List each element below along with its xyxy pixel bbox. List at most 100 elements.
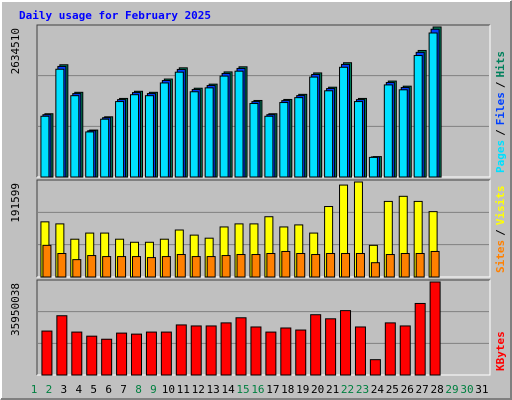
x-tick-label: 31 [475,383,488,396]
bar [71,331,83,376]
bar [206,256,216,278]
x-tick-label: 15 [236,383,249,396]
x-tick-label: 18 [281,383,294,396]
bar [145,331,157,376]
bar [72,259,82,278]
panel [37,280,490,375]
x-tick-label: 11 [177,383,190,396]
legend-entry: Visits [494,186,507,226]
bar [115,101,125,178]
bar [413,55,423,178]
bar [130,94,140,178]
bar [220,322,232,376]
bar [266,253,276,278]
bar [369,359,381,376]
x-tick-label: 13 [207,383,220,396]
bar [146,257,156,278]
x-tick-label: 27 [416,383,429,396]
x-tick-label: 14 [221,383,235,396]
bar [310,314,322,376]
bar [189,91,199,178]
legend-entry: KBytes [494,331,507,371]
x-tick-label: 7 [120,383,127,396]
bar [279,102,289,178]
bar [101,338,113,376]
x-tick-label: 4 [75,383,82,396]
bar [339,66,349,178]
bar [383,84,393,178]
legend-entry: Files [494,92,507,125]
legend-entry: Pages [494,140,507,173]
bar [296,253,306,278]
bar [309,76,319,178]
bar [205,325,217,376]
bar [70,95,80,178]
x-tick-label: 16 [251,383,264,396]
bar [175,324,187,376]
bar [159,82,169,178]
bar [161,256,171,278]
bar [174,71,184,178]
bar [56,315,68,376]
bar [116,332,128,376]
bar [311,254,321,278]
bar [144,95,154,178]
legend: Pages / Files / Hits [494,51,507,173]
bar [250,326,262,376]
bar [280,327,292,376]
panel-edge-dark [36,279,490,375]
panel-edge-light [37,180,491,278]
x-tick-label: 17 [266,383,279,396]
x-tick-label: 24 [371,383,385,396]
x-tick-label: 25 [386,383,399,396]
x-tick-label: 12 [192,383,205,396]
bar [326,253,336,278]
bar [385,254,395,278]
bar [86,335,98,376]
bar [249,103,259,178]
bar [236,254,246,278]
bar [340,310,352,376]
bar [354,326,366,376]
legend-separator: / [494,229,507,236]
bar [117,256,127,278]
bar [100,118,110,178]
bar [400,253,410,278]
x-tick-label: 9 [150,383,157,396]
bar [251,254,261,278]
panel-edge-dark [36,179,490,277]
bar [294,97,304,178]
x-tick-label: 2 [46,383,53,396]
legend-separator: / [494,129,507,136]
bar [398,89,408,178]
bar [428,32,438,178]
bar [235,317,247,376]
bar [399,325,411,376]
bar [265,331,277,376]
bar [415,253,425,278]
bar [42,244,52,278]
x-tick-label: 29 [445,383,458,396]
y-max-label: 35950038 [9,283,22,336]
bar [324,90,334,178]
y-max-label: 191599 [9,183,22,223]
bar [219,75,229,178]
bar [234,70,244,178]
bar [160,331,172,376]
x-tick-label: 22 [341,383,354,396]
bar [384,322,396,376]
bar [55,68,65,178]
x-tick-label: 10 [162,383,175,396]
x-tick-label: 23 [356,383,369,396]
legend-entry: Hits [494,51,507,78]
bar [341,253,351,278]
x-tick-label: 3 [61,383,68,396]
bar [221,255,231,278]
panel-edge-dark [36,24,490,177]
legend-separator: / [494,81,507,88]
x-tick-label: 20 [311,383,324,396]
bar [281,250,291,278]
bar [57,253,67,278]
x-tick-label: 28 [430,383,443,396]
